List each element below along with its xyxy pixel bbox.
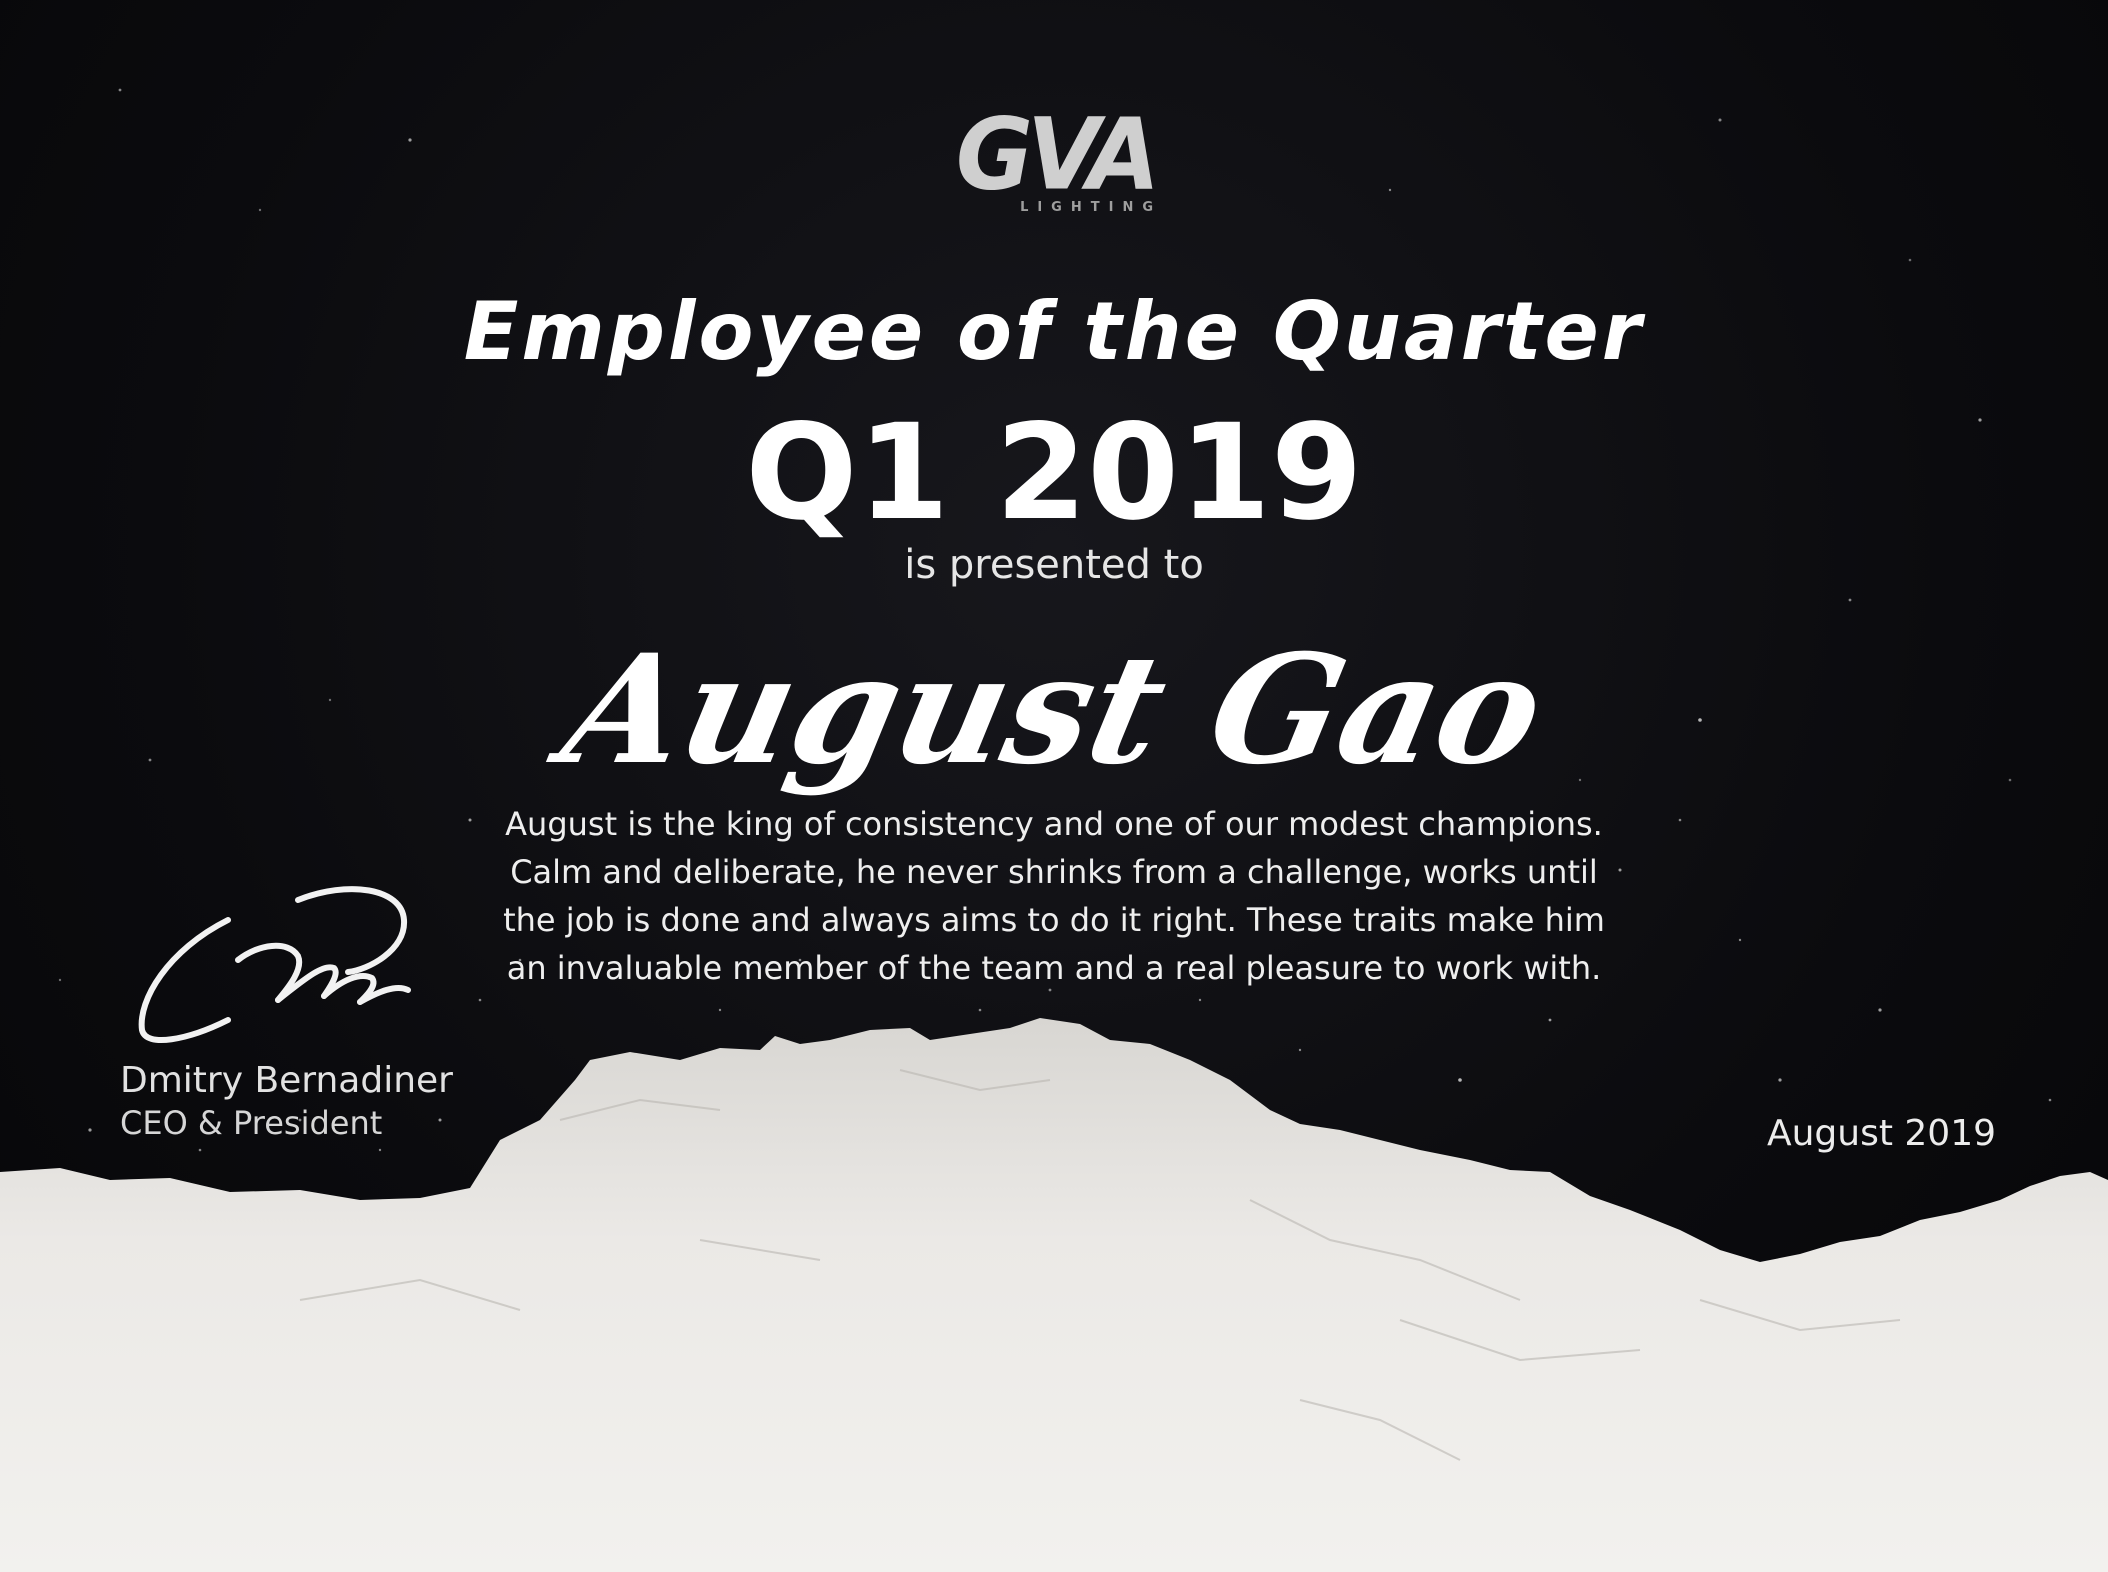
signatory-role: CEO & President [120, 1104, 383, 1142]
citation-line: an invaluable member of the team and a r… [506, 949, 1602, 987]
handwritten-signature [138, 886, 411, 1043]
award-period: Q1 2019 [745, 396, 1363, 550]
citation-line: Calm and deliberate, he never shrinks fr… [510, 853, 1598, 891]
award-date: August 2019 [1766, 1113, 1996, 1154]
award-title: Employee of the Quarter [463, 285, 1645, 378]
signatory-block: Dmitry Bernadiner CEO & President [120, 1060, 453, 1144]
citation-line: August is the king of consistency and on… [505, 805, 1603, 843]
presented-to-text: is presented to [904, 542, 1204, 588]
citation-line: the job is done and always aims to do it… [503, 901, 1605, 939]
award-citation: August is the king of consistency and on… [454, 800, 1654, 992]
logo-wordmark: GVA [955, 98, 1160, 213]
company-logo: GVA LIGHTING [944, 98, 1166, 228]
recipient-name: August Gao [549, 622, 1559, 798]
logo-subtext: LIGHTING [1020, 200, 1162, 215]
signatory-name: Dmitry Bernadiner [120, 1060, 453, 1101]
